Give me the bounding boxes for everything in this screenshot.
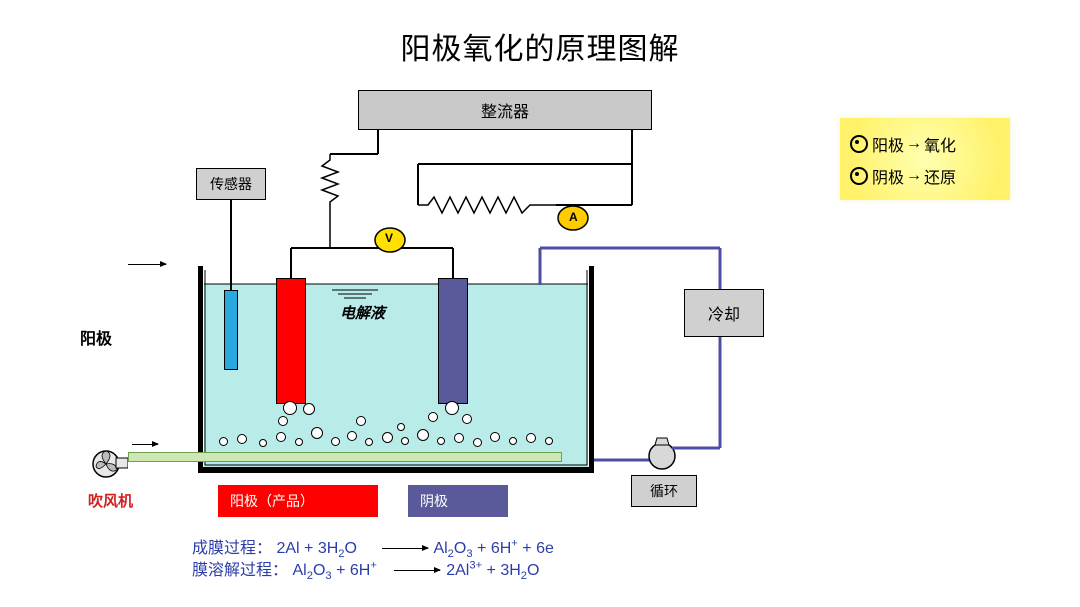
cathode-legend-box: 阴极 xyxy=(408,485,508,517)
bubble xyxy=(545,437,553,445)
eq-film-label: 成膜过程： xyxy=(192,540,272,557)
anode-legend-box: 阳极（产品） xyxy=(218,485,378,517)
bubble xyxy=(473,438,482,447)
bubble xyxy=(276,432,286,442)
bubble xyxy=(311,427,323,439)
arrow-icon xyxy=(130,436,160,454)
bubble xyxy=(445,401,459,415)
bubble xyxy=(356,416,366,426)
eq-dissolve-label: 膜溶解过程： xyxy=(192,562,288,579)
bubble xyxy=(237,434,247,444)
air-pipe xyxy=(128,452,562,462)
cathode-legend-label: 阴极 xyxy=(420,491,448,511)
equation-dissolve: 膜溶解过程： Al2O3 + 6H+ 2Al3+ + 3H2O xyxy=(192,556,539,582)
bubble xyxy=(365,438,373,446)
blower-label: 吹风机 xyxy=(88,490,133,511)
pump-and-pipes xyxy=(0,0,1080,607)
bubble xyxy=(454,433,464,443)
bubble xyxy=(303,403,315,415)
bubble xyxy=(278,416,288,426)
arrow-icon xyxy=(382,548,428,549)
bubble xyxy=(509,437,517,445)
bubble xyxy=(219,437,228,446)
bubble xyxy=(526,433,536,443)
bubble xyxy=(417,429,429,441)
bubble xyxy=(462,414,472,424)
bubble xyxy=(401,437,409,445)
anode-legend-label: 阳极（产品） xyxy=(230,491,314,511)
bubble xyxy=(428,412,438,422)
bubble xyxy=(283,401,297,415)
bubble xyxy=(382,432,393,443)
bubble xyxy=(295,438,303,446)
eq-film-lhs: 2Al + 3H xyxy=(276,540,338,557)
bubble xyxy=(259,439,267,447)
bubble xyxy=(347,431,357,441)
blower-icon xyxy=(88,444,128,484)
arrow-icon xyxy=(394,570,440,571)
bubble xyxy=(397,423,405,431)
bubble xyxy=(490,432,500,442)
bubble xyxy=(437,437,445,445)
bubble xyxy=(331,437,340,446)
